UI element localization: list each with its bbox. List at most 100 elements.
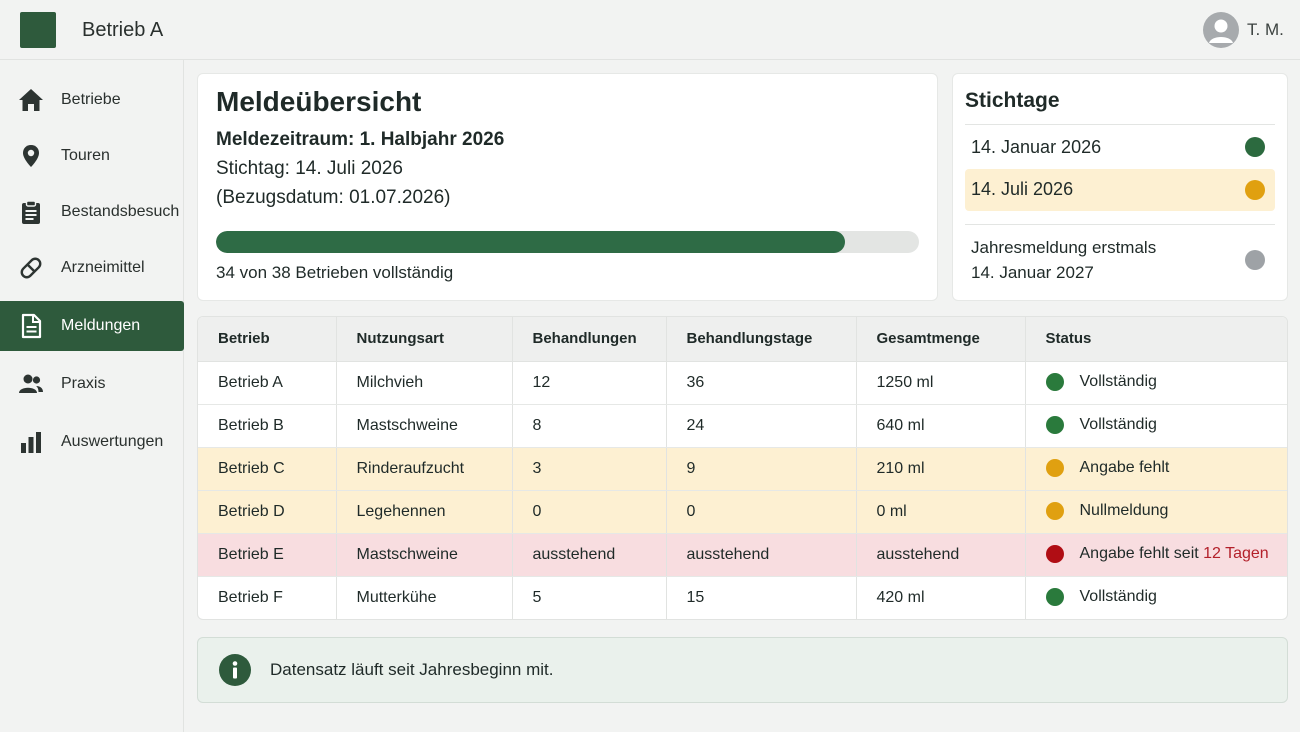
sidebar-item-label: Betriebe bbox=[61, 91, 121, 108]
status-warn-dot bbox=[1045, 459, 1064, 478]
home-icon bbox=[19, 89, 43, 111]
cell-gesamtmenge: ausstehend bbox=[856, 533, 1026, 577]
status-warn-dot bbox=[1045, 502, 1064, 521]
cell-behandlungstage: 15 bbox=[666, 576, 857, 619]
report-stichtag: Stichtag: 14. Juli 2026 bbox=[216, 158, 403, 179]
stichtag-item[interactable]: Jahresmeldung erstmals 14. Januar 2027 bbox=[965, 232, 1275, 288]
info-message-box: Datensatz läuft seit Jahresbeginn mit. bbox=[197, 637, 1288, 703]
cell-betrieb: Betrieb D bbox=[198, 490, 337, 534]
cell-behandlungstage: 0 bbox=[666, 490, 857, 534]
stichtage-title: Stichtage bbox=[965, 89, 1060, 112]
cell-behandlungstage: 36 bbox=[666, 361, 857, 405]
table-row[interactable]: Betrieb D Legehennen 0 0 0 ml Nullmeldun… bbox=[198, 490, 1287, 534]
cell-status: Nullmeldung bbox=[1025, 490, 1287, 534]
status-overdue-days: 12 Tagen bbox=[1203, 545, 1269, 563]
clipboard-icon bbox=[22, 200, 40, 224]
location-pin-icon bbox=[23, 145, 39, 167]
user-avatar-icon[interactable] bbox=[1203, 12, 1239, 48]
overview-card: Meldeübersicht Meldezeitraum: 1. Halbjah… bbox=[197, 73, 938, 301]
cell-gesamtmenge: 420 ml bbox=[856, 576, 1026, 619]
cell-behandlungstage: 9 bbox=[666, 447, 857, 491]
column-header-nutzungsart[interactable]: Nutzungsart bbox=[336, 317, 513, 362]
column-header-betrieb[interactable]: Betrieb bbox=[198, 317, 337, 362]
people-icon bbox=[19, 374, 43, 393]
cell-betrieb: Betrieb F bbox=[198, 576, 337, 619]
status-text: Angabe fehlt bbox=[1079, 459, 1170, 477]
status-error-dot bbox=[1045, 545, 1064, 564]
status-done-dot bbox=[1245, 137, 1265, 157]
user-name[interactable]: T. M. bbox=[1247, 20, 1284, 39]
status-text: Nullmeldung bbox=[1079, 502, 1169, 520]
sidebar-item-label: Touren bbox=[61, 147, 110, 164]
cell-behandlungstage: ausstehend bbox=[666, 533, 857, 577]
cell-nutzungsart: Mutterkühe bbox=[336, 576, 513, 619]
sidebar-item-label: Auswertungen bbox=[61, 433, 164, 450]
status-text: Angabe fehlt seit bbox=[1079, 545, 1204, 563]
cell-behandlungen: 12 bbox=[512, 361, 667, 405]
cell-behandlungen: 3 bbox=[512, 447, 667, 491]
page-title: Meldeübersicht bbox=[216, 86, 422, 117]
table-row[interactable]: Betrieb E Mastschweine ausstehend ausste… bbox=[198, 533, 1287, 577]
column-header-status[interactable]: Status bbox=[1025, 317, 1287, 362]
app-logo[interactable] bbox=[20, 12, 56, 48]
status-upcoming-dot bbox=[1245, 250, 1265, 270]
cell-status: Vollständig bbox=[1025, 404, 1287, 448]
cell-status: Angabe fehlt bbox=[1025, 447, 1287, 491]
cell-nutzungsart: Rinderaufzucht bbox=[336, 447, 513, 491]
cell-behandlungen: 8 bbox=[512, 404, 667, 448]
column-header-gesamtmenge[interactable]: Gesamtmenge bbox=[856, 317, 1026, 362]
cell-gesamtmenge: 0 ml bbox=[856, 490, 1026, 534]
cell-nutzungsart: Mastschweine bbox=[336, 533, 513, 577]
cell-behandlungen: 5 bbox=[512, 576, 667, 619]
cell-gesamtmenge: 210 ml bbox=[856, 447, 1026, 491]
document-icon bbox=[21, 313, 42, 339]
cell-gesamtmenge: 1250 ml bbox=[856, 361, 1026, 405]
stichtag-item-current[interactable]: 14. Juli 2026 bbox=[965, 169, 1275, 211]
report-period: Meldezeitraum: 1. Halbjahr 2026 bbox=[216, 129, 505, 150]
cell-betrieb: Betrieb E bbox=[198, 533, 337, 577]
progress-fill bbox=[216, 231, 846, 253]
sidebar-item-meldungen[interactable]: Meldungen bbox=[0, 301, 184, 351]
cell-nutzungsart: Milchvieh bbox=[336, 361, 513, 405]
column-header-behandlungen[interactable]: Behandlungen bbox=[512, 317, 667, 362]
table-row[interactable]: Betrieb C Rinderaufzucht 3 9 210 ml Anga… bbox=[198, 447, 1287, 491]
info-icon bbox=[219, 654, 251, 686]
status-ok-dot bbox=[1045, 588, 1064, 607]
cell-behandlungstage: 24 bbox=[666, 404, 857, 448]
stichtag-date: 14. Januar 2027 bbox=[971, 263, 1094, 282]
stichtag-date: 14. Januar 2026 bbox=[971, 137, 1102, 157]
table-row[interactable]: Betrieb B Mastschweine 8 24 640 ml Volls… bbox=[198, 404, 1287, 448]
table-row[interactable]: Betrieb A Milchvieh 12 36 1250 ml Vollst… bbox=[198, 361, 1287, 405]
table-row[interactable]: Betrieb F Mutterkühe 5 15 420 ml Vollstä… bbox=[198, 576, 1287, 619]
status-ok-dot bbox=[1045, 373, 1064, 392]
stichtag-item[interactable]: 14. Januar 2026 bbox=[965, 126, 1275, 168]
cell-status: Angabe fehlt seit 12 Tagen bbox=[1025, 533, 1287, 577]
status-current-dot bbox=[1245, 180, 1265, 200]
top-bar: Betrieb A T. M. bbox=[0, 0, 1300, 60]
cell-behandlungen: 0 bbox=[512, 490, 667, 534]
sidebar-item-bestandsbesuch[interactable]: Bestandsbesuch bbox=[0, 187, 184, 237]
cell-betrieb: Betrieb C bbox=[198, 447, 337, 491]
column-header-behandlungstage[interactable]: Behandlungstage bbox=[666, 317, 857, 362]
table-header-row: Betrieb Nutzungsart Behandlungen Behandl… bbox=[198, 317, 1287, 362]
current-betrieb-title: Betrieb A bbox=[82, 19, 164, 41]
sidebar-item-betriebe[interactable]: Betriebe bbox=[0, 75, 184, 125]
completion-progress-bar bbox=[216, 231, 919, 253]
sidebar-item-label: Meldungen bbox=[61, 317, 141, 334]
stichtag-date: 14. Juli 2026 bbox=[971, 179, 1074, 199]
sidebar-item-touren[interactable]: Touren bbox=[0, 131, 184, 181]
status-text: Vollständig bbox=[1079, 373, 1157, 391]
stichtag-label: Jahresmeldung erstmals bbox=[971, 238, 1157, 257]
sidebar-item-auswertungen[interactable]: Auswertungen bbox=[0, 417, 184, 467]
pill-icon bbox=[20, 257, 42, 279]
progress-text: 34 von 38 Betrieben vollständig bbox=[216, 263, 454, 282]
betriebe-table: Betrieb Nutzungsart Behandlungen Behandl… bbox=[197, 316, 1288, 620]
status-text: Vollständig bbox=[1079, 588, 1157, 606]
sidebar-item-arzneimittel[interactable]: Arzneimittel bbox=[0, 243, 184, 293]
sidebar-item-label: Praxis bbox=[61, 375, 106, 392]
cell-status: Vollständig bbox=[1025, 576, 1287, 619]
status-text: Vollständig bbox=[1079, 416, 1157, 434]
sidebar-item-praxis[interactable]: Praxis bbox=[0, 359, 184, 409]
sidebar-item-label: Arzneimittel bbox=[61, 259, 145, 276]
status-ok-dot bbox=[1045, 416, 1064, 435]
